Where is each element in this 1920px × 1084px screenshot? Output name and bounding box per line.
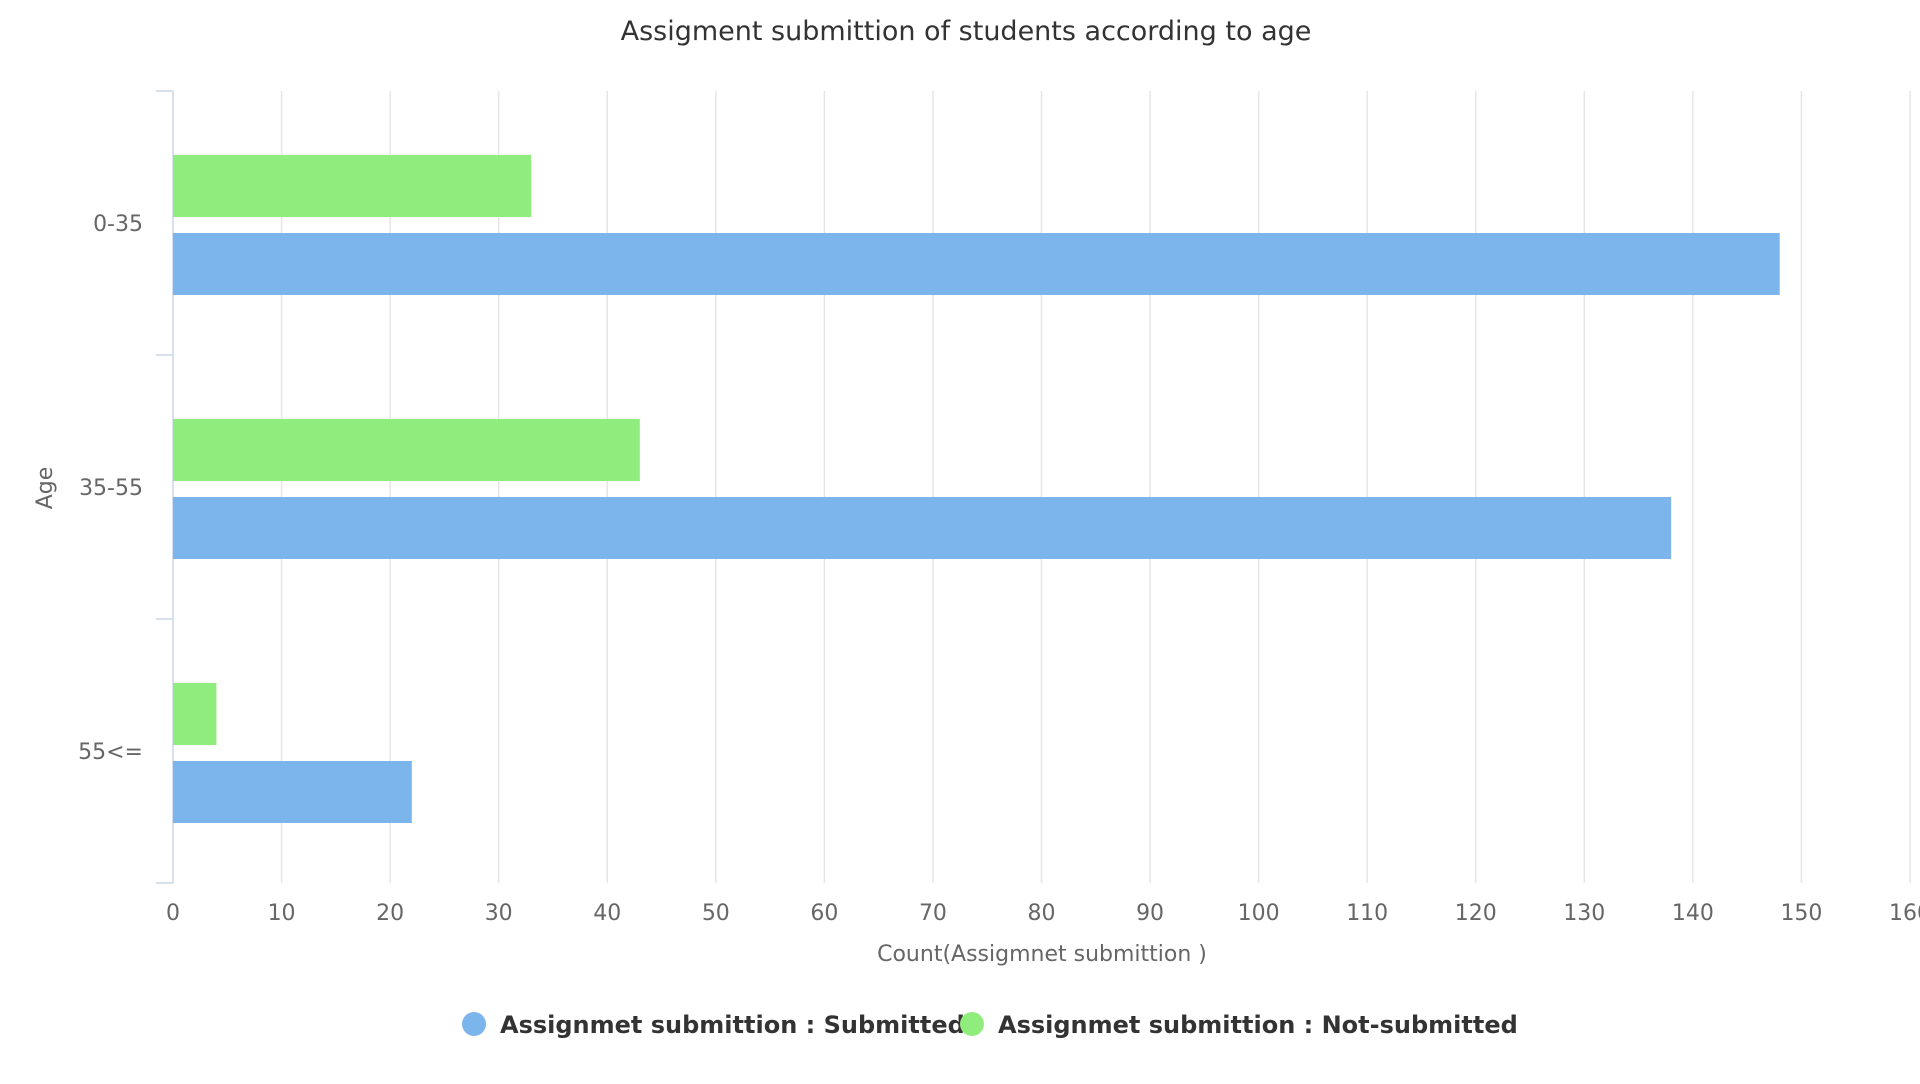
legend-marker	[960, 1012, 984, 1036]
bar-submitted[interactable]	[173, 233, 1780, 295]
x-tick-label: 70	[919, 901, 947, 926]
legend-item[interactable]: Assignmet submittion : Submitted	[462, 1011, 965, 1039]
y-axis-title: Age	[33, 467, 58, 510]
legend-label: Assignmet submittion : Submitted	[500, 1011, 965, 1039]
x-tick-label: 90	[1136, 901, 1164, 926]
legend-marker	[462, 1012, 486, 1036]
bar-submitted[interactable]	[173, 497, 1672, 559]
x-tick-label: 120	[1455, 901, 1497, 926]
bar-not-submitted[interactable]	[173, 683, 217, 745]
x-tick-label: 20	[376, 901, 404, 926]
x-tick-label: 130	[1563, 901, 1605, 926]
tick-labels: 0 10 20 30 40 50 60 70 80 90 100 110 120 130 140 150 16 0…	[78, 212, 1920, 926]
x-tick-label: 40	[593, 901, 621, 926]
axes	[156, 90, 174, 884]
chart-title: Assigment submittion of students accordi…	[621, 16, 1312, 47]
x-tick-label: 60	[810, 901, 838, 926]
legend-label: Assignmet submittion : Not-submitted	[998, 1011, 1518, 1039]
x-tick-label: 10	[268, 901, 296, 926]
bars	[173, 155, 1780, 823]
bar-not-submitted[interactable]	[173, 155, 532, 217]
x-tick-label: 100	[1238, 901, 1280, 926]
x-tick-label: 160	[1889, 901, 1920, 926]
bar-submitted[interactable]	[173, 761, 412, 823]
x-tick-label: 140	[1672, 901, 1714, 926]
legend-item[interactable]: Assignmet submittion : Not-submitted	[960, 1011, 1518, 1039]
x-tick-label: 30	[485, 901, 513, 926]
x-tick-label: 150	[1780, 901, 1822, 926]
x-tick-label: 80	[1028, 901, 1056, 926]
grid-lines	[280, 91, 1911, 883]
y-tick-label: 0-35	[93, 212, 143, 237]
x-tick-label: 50	[702, 901, 730, 926]
x-axis-title: Count(Assigmnet submittion )	[877, 942, 1207, 967]
x-tick-label: 110	[1346, 901, 1388, 926]
y-tick-label: 55<=	[78, 740, 143, 765]
y-tick-label: 35-55	[79, 476, 143, 501]
bar-not-submitted[interactable]	[173, 419, 640, 481]
x-tick-label: 0	[166, 901, 180, 926]
legend: Assignmet submittion : Submitted Assignme…	[462, 1011, 1518, 1039]
